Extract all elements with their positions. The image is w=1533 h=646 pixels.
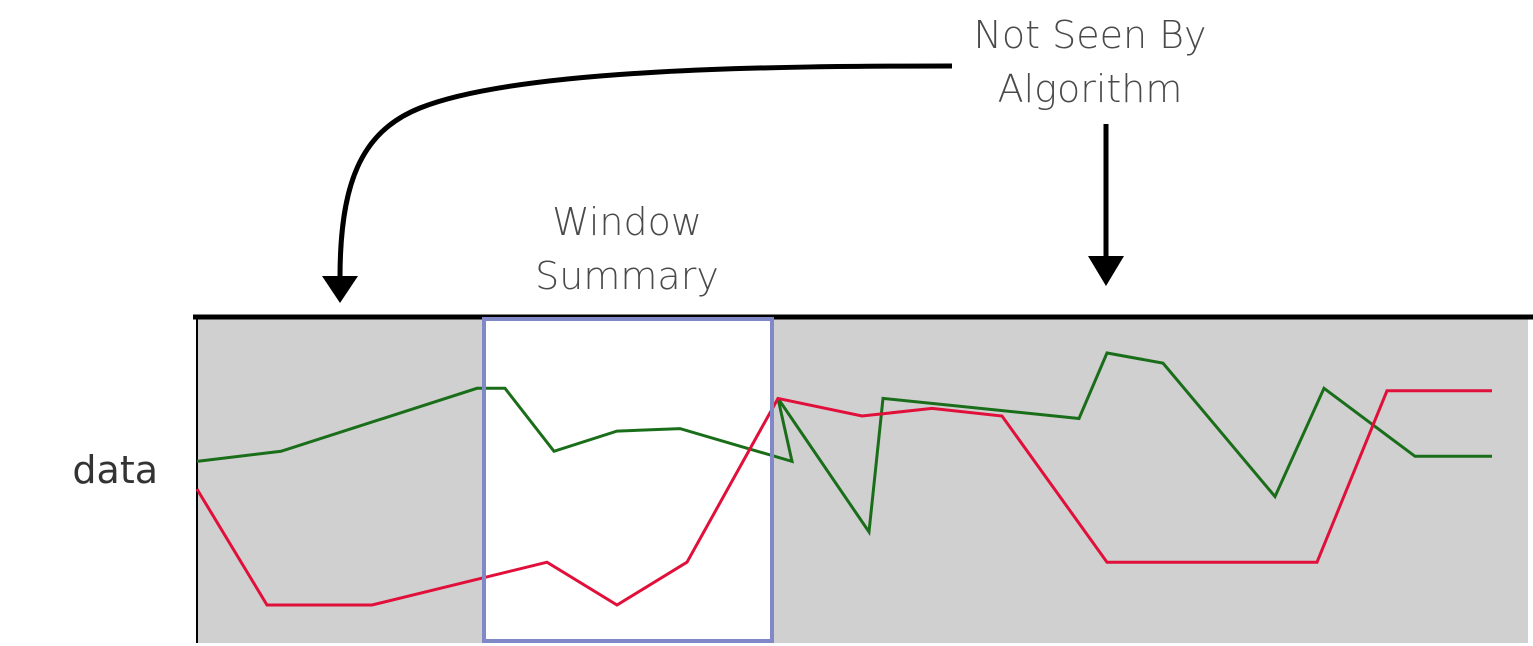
window-summary-box (484, 319, 772, 641)
not-seen-label-line1: Not Seen By (973, 13, 1206, 57)
series-red-line (195, 389, 1492, 607)
not-seen-label-line2: Algorithm (998, 67, 1183, 111)
curved-arrow-left (337, 63, 953, 279)
straight-arrow-down-head (1088, 256, 1124, 286)
curved-arrow-left-head (322, 276, 358, 303)
series-layer (195, 351, 1492, 607)
data-panel (197, 317, 1528, 643)
window-summary-label-line1: Window (552, 200, 702, 244)
y-axis-label: data (72, 448, 158, 492)
window-summary-label-line2: Summary (535, 254, 719, 298)
window-summary-border (482, 317, 774, 643)
series-green-line (196, 351, 1492, 537)
